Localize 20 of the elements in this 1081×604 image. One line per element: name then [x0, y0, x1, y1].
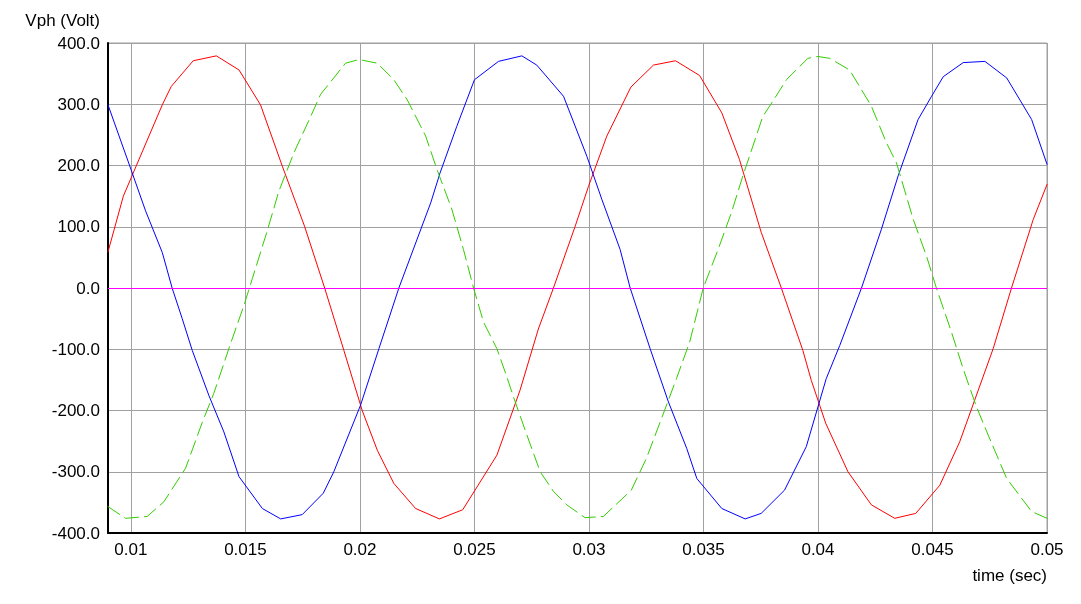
- x-tick-label: 0.02: [343, 540, 377, 559]
- x-tick-label: 0.035: [682, 540, 725, 559]
- y-tick-label: -300.0: [51, 462, 100, 482]
- y-tick-label: 200.0: [57, 156, 100, 175]
- y-axis-title: Vph (Volt): [25, 11, 100, 30]
- x-tick-label: 0.01: [114, 540, 148, 559]
- y-tick-label: 300.0: [57, 94, 100, 114]
- x-axis-title: time (sec): [972, 566, 1047, 585]
- x-tick-label: 0.015: [224, 540, 267, 559]
- y-tick-label: 100.0: [57, 217, 100, 237]
- x-tick-label: 0.045: [911, 540, 954, 559]
- x-tick-label: 0.025: [453, 540, 496, 559]
- y-tick-label: 0.0: [76, 278, 100, 298]
- y-tick-label: -100.0: [51, 339, 100, 359]
- x-tick-label: 0.04: [801, 540, 835, 559]
- x-tick-label: 0.03: [572, 540, 606, 559]
- y-tick-label: -400.0: [51, 523, 100, 543]
- x-tick-label: 0.05: [1030, 540, 1064, 559]
- y-tick-label: -200.0: [51, 401, 100, 420]
- y-tick-label: 400.0: [57, 33, 100, 53]
